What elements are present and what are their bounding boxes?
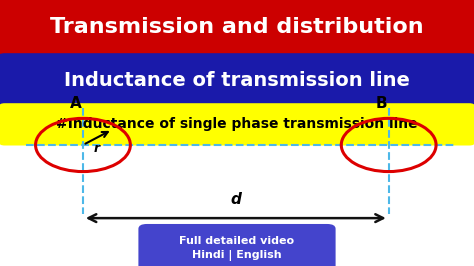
Text: r: r xyxy=(93,142,99,155)
Text: Inductance of transmission line: Inductance of transmission line xyxy=(64,71,410,90)
FancyBboxPatch shape xyxy=(0,103,474,146)
Text: d: d xyxy=(230,192,241,207)
Text: #Inductance of single phase transmission line: #Inductance of single phase transmission… xyxy=(56,117,418,131)
Text: Hindi | English: Hindi | English xyxy=(192,250,282,261)
Text: B: B xyxy=(376,96,387,111)
FancyBboxPatch shape xyxy=(0,0,474,55)
Text: A: A xyxy=(70,96,82,111)
FancyBboxPatch shape xyxy=(0,53,474,108)
Text: Transmission and distribution: Transmission and distribution xyxy=(50,17,424,37)
FancyBboxPatch shape xyxy=(138,224,336,266)
Text: Full detailed video: Full detailed video xyxy=(180,236,294,246)
